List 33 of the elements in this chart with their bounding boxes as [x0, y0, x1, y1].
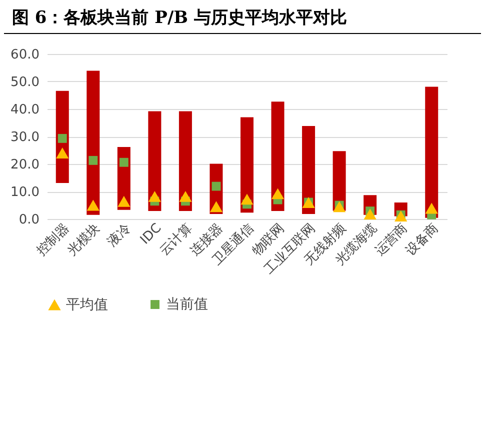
point — [179, 190, 192, 202]
y-tick-label: 30.0 — [10, 130, 40, 145]
point — [364, 208, 376, 220]
bar — [302, 126, 316, 214]
x-tick-label: 液冷 — [104, 220, 134, 250]
point — [425, 202, 438, 214]
y-tick-label: 60.0 — [10, 48, 40, 62]
bar — [178, 111, 192, 212]
point — [56, 148, 69, 158]
point — [210, 201, 223, 212]
y-tick-label: 50.0 — [10, 75, 40, 90]
point — [332, 201, 346, 212]
y-tick-label: 10.0 — [10, 185, 40, 200]
point — [118, 196, 130, 207]
point — [119, 158, 128, 167]
point — [86, 200, 100, 211]
bar — [240, 117, 254, 213]
chart-title: 图 6：各板块当前 P/B 与历史平均水平对比 — [4, 0, 481, 34]
y-tick-label: 40.0 — [10, 102, 40, 118]
bar — [425, 86, 438, 218]
point — [88, 156, 98, 165]
point — [148, 190, 162, 202]
bar — [86, 70, 100, 215]
bar — [271, 102, 284, 212]
point — [271, 188, 284, 200]
point — [240, 194, 254, 205]
bar — [148, 111, 162, 212]
y-tick-label: 20.0 — [10, 158, 40, 172]
point — [212, 182, 221, 191]
legend-label: 平均值 — [66, 296, 108, 313]
y-tick-label: 0.0 — [18, 212, 40, 228]
point — [58, 134, 67, 143]
legend-label: 当前值 — [166, 296, 208, 312]
